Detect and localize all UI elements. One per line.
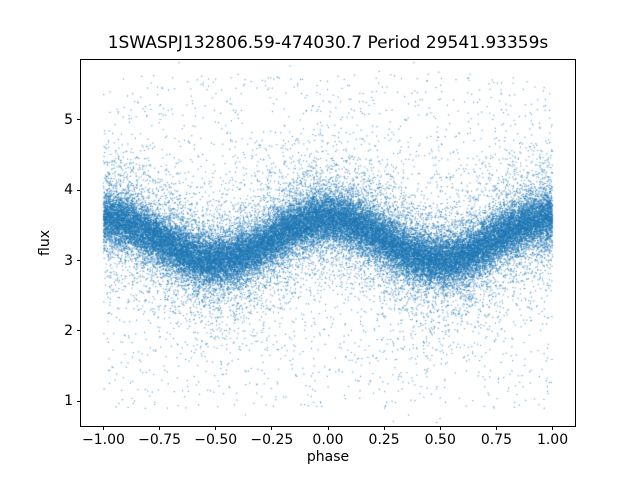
x-tick-label: −0.50 (194, 432, 238, 448)
x-tick-label: 0.25 (368, 432, 400, 448)
x-tick-label: −0.75 (138, 432, 182, 448)
y-tick-mark (77, 330, 81, 332)
x-tick-mark (327, 426, 329, 430)
y-axis-label: flux (37, 230, 53, 256)
chart-title: 1SWASPJ132806.59-474030.7 Period 29541.9… (107, 33, 549, 53)
y-tick-label: 4 (64, 182, 73, 199)
x-tick-mark (439, 426, 441, 430)
x-tick-label: −0.25 (250, 432, 294, 448)
y-tick-mark (77, 260, 81, 262)
y-tick-mark (77, 119, 81, 121)
scatter-canvas (81, 60, 575, 426)
x-tick-label: 1.00 (536, 432, 569, 448)
x-tick-label: 0.50 (424, 432, 456, 448)
y-tick-label: 2 (64, 322, 73, 339)
x-tick-label: −1.00 (82, 432, 125, 448)
x-tick-label: 0.00 (312, 432, 344, 448)
y-tick-label: 5 (64, 111, 73, 128)
y-tick-label: 3 (64, 252, 73, 269)
x-tick-mark (552, 426, 554, 430)
x-axis-label: phase (306, 449, 350, 465)
y-tick-mark (77, 400, 81, 402)
x-tick-mark (383, 426, 385, 430)
x-tick-mark (271, 426, 273, 430)
plot-area: −1.00 −0.75 −0.50 −0.25 0.00 0.25 0.50 0.75 1.00… (64, 59, 576, 448)
x-tick-mark (495, 426, 497, 430)
y-tick-mark (77, 189, 81, 191)
x-tick-mark (159, 426, 161, 430)
x-tick-mark (102, 426, 104, 430)
x-tick-label: 0.75 (480, 432, 512, 448)
x-tick-mark (215, 426, 217, 430)
y-tick-label: 1 (64, 393, 73, 410)
